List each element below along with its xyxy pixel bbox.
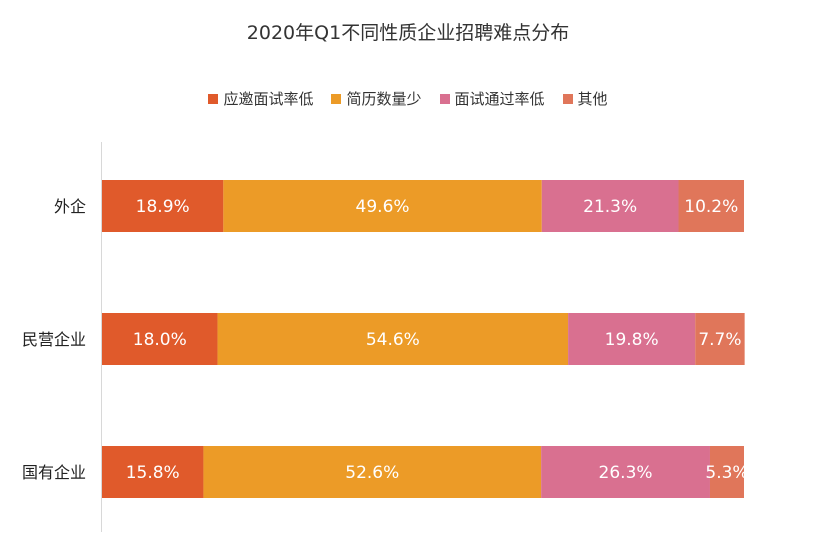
- data-label: 19.8%: [605, 330, 659, 350]
- legend-label: 应邀面试率低: [223, 90, 314, 108]
- legend-swatch: [208, 93, 219, 104]
- legend-swatch: [331, 93, 342, 104]
- bar-segment: [203, 446, 542, 498]
- data-label: 54.6%: [366, 330, 420, 350]
- bar-segment: [102, 446, 204, 498]
- bar-segment: [541, 446, 710, 498]
- data-label: 15.8%: [126, 463, 180, 483]
- bar-segment: [695, 313, 745, 365]
- legend-swatch: [439, 93, 450, 104]
- bar-segment: [541, 180, 679, 232]
- bar-segment: [678, 180, 744, 232]
- category-label: 民营企业: [22, 330, 86, 349]
- bar-segment: [217, 313, 569, 365]
- chart-title: 2020年Q1不同性质企业招聘难点分布: [246, 22, 570, 44]
- data-label: 18.0%: [133, 330, 187, 350]
- legend-item: 面试通过率低: [439, 88, 545, 109]
- data-label: 21.3%: [583, 197, 637, 217]
- data-label: 7.7%: [698, 330, 741, 350]
- bar-segment: [102, 180, 224, 232]
- data-label: 26.3%: [599, 463, 653, 483]
- category-label: 国有企业: [22, 463, 86, 482]
- data-label: 49.6%: [356, 197, 410, 217]
- category-label: 外企: [54, 197, 86, 216]
- legend-item: 简历数量少: [331, 88, 422, 109]
- legend: 应邀面试率低 简历数量少 面试通过率低 其他: [0, 88, 816, 109]
- data-label: 10.2%: [684, 197, 738, 217]
- legend-label: 其他: [577, 90, 608, 108]
- bar-segment: [568, 313, 696, 365]
- legend-label: 简历数量少: [346, 90, 422, 108]
- bar-segment: [102, 313, 218, 365]
- data-label: 18.9%: [136, 197, 190, 217]
- legend-item: 应邀面试率低: [208, 88, 313, 109]
- legend-item: 其他: [562, 88, 608, 109]
- legend-label: 面试通过率低: [454, 90, 545, 108]
- bar-segment: [709, 446, 744, 498]
- data-label: 52.6%: [345, 463, 399, 483]
- data-label: 5.3%: [705, 463, 748, 483]
- legend-swatch: [562, 93, 573, 104]
- bar-segment: [223, 180, 542, 232]
